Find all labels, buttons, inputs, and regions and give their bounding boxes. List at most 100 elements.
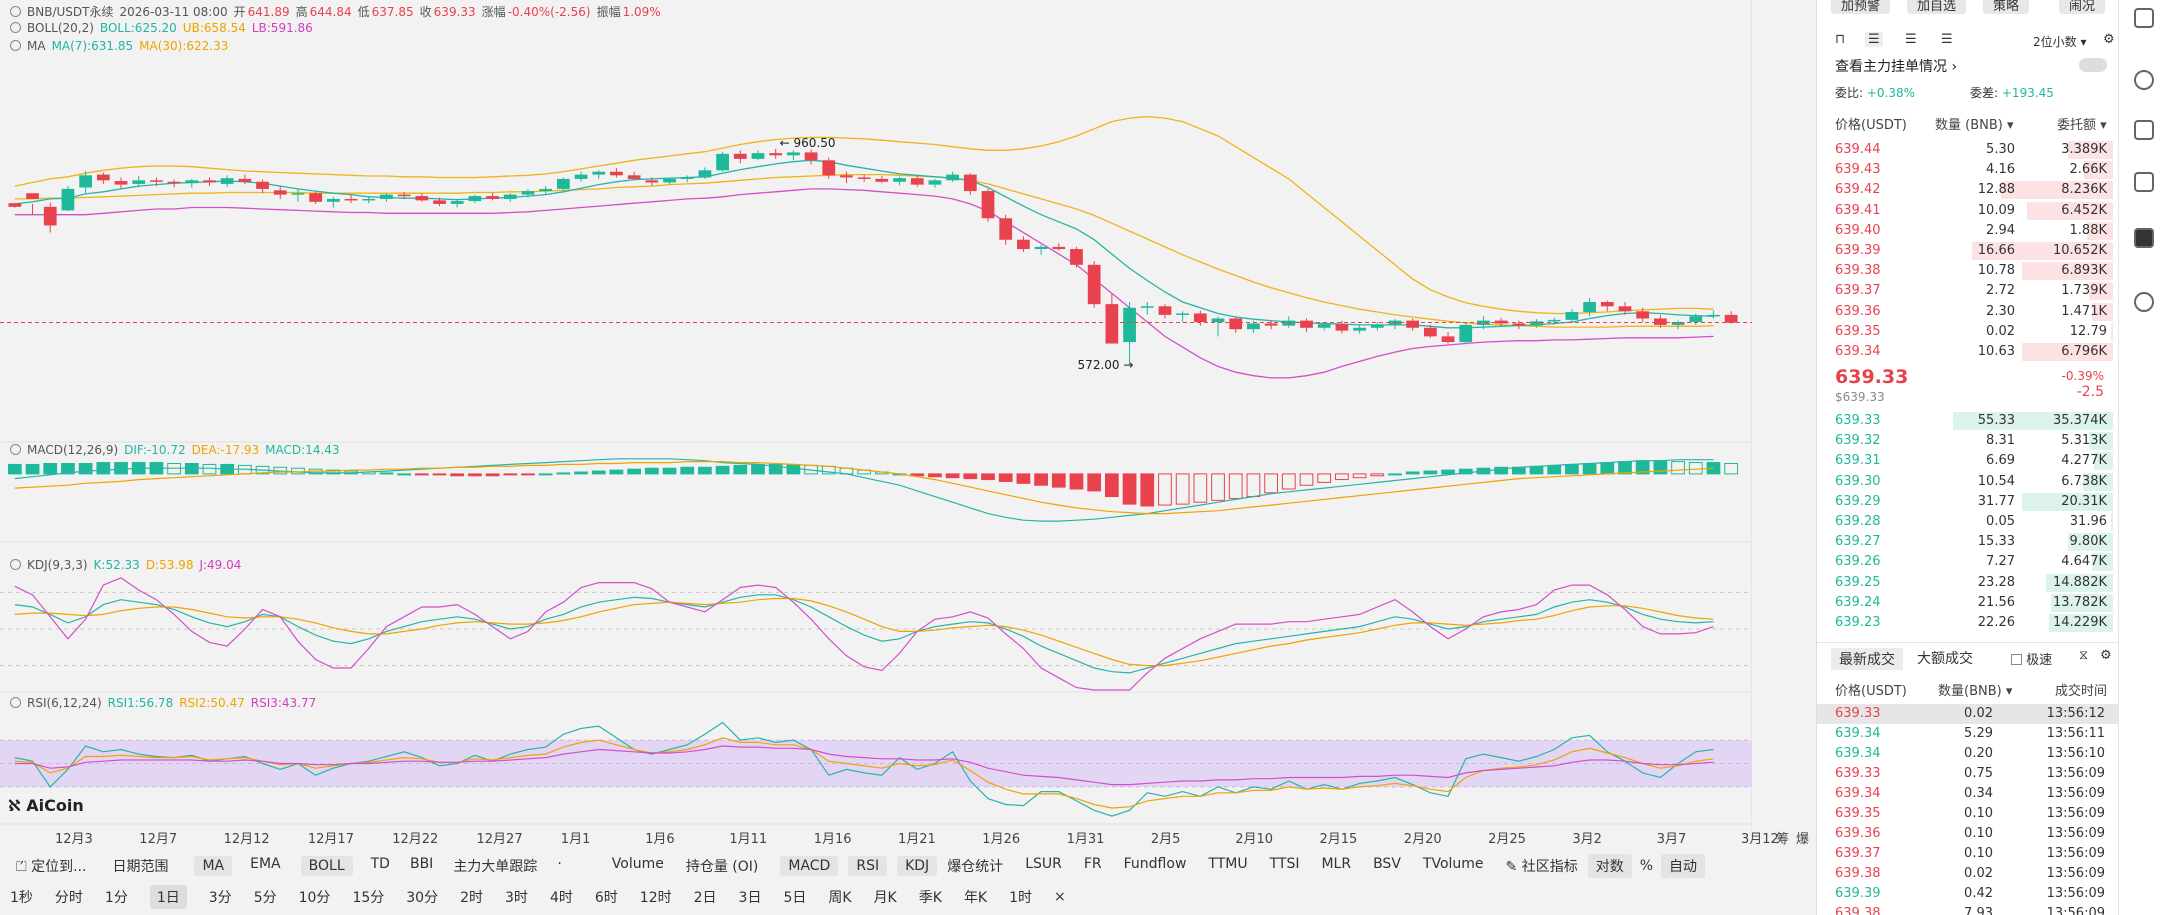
interval-button[interactable]: 1分: [104, 890, 128, 906]
macd-label[interactable]: MACD(12,26,9): [27, 443, 119, 457]
bid-row[interactable]: 639.28 0.05 31.96: [1817, 512, 2119, 532]
sub-indicator-button[interactable]: LSUR: [1025, 856, 1062, 872]
interval-button[interactable]: 季K: [918, 890, 942, 906]
ob-total-header[interactable]: 委托额 ▾: [2057, 118, 2107, 133]
interval-button[interactable]: 3日: [738, 890, 762, 906]
clock-icon[interactable]: [2134, 70, 2154, 90]
interval-button[interactable]: 2日: [693, 890, 717, 906]
interval-button[interactable]: 分时: [54, 890, 83, 906]
wallet-icon[interactable]: [2134, 172, 2154, 192]
interval-button[interactable]: 30分: [406, 890, 439, 906]
bid-row[interactable]: 639.30 10.54 6.738K: [1817, 472, 2119, 492]
sub-indicator-button[interactable]: Volume: [611, 856, 664, 872]
eye-icon[interactable]: [10, 40, 21, 51]
sub-indicator-button[interactable]: FR: [1083, 856, 1102, 872]
community-indicators-button[interactable]: ✎ 社区指标: [1506, 856, 1578, 876]
bid-row[interactable]: 639.25 23.28 14.882K: [1817, 573, 2119, 593]
ask-row[interactable]: 639.40 2.94 1.88K: [1817, 221, 2119, 241]
bid-row[interactable]: 639.24 21.56 13.782K: [1817, 593, 2119, 613]
ask-row[interactable]: 639.42 12.88 8.236K: [1817, 180, 2119, 200]
robot-icon[interactable]: [2134, 228, 2154, 248]
top-action-button[interactable]: 加自选: [1907, 0, 1967, 14]
deposit-icon[interactable]: [2134, 8, 2154, 28]
sub-indicator-button[interactable]: RSI: [848, 856, 888, 876]
interval-button[interactable]: 年K: [963, 890, 988, 906]
interval-button[interactable]: 1时: [1009, 890, 1033, 906]
interval-button[interactable]: 5分: [253, 890, 277, 906]
x-axis-right-button[interactable]: 爆: [1796, 832, 1810, 847]
bid-row[interactable]: 639.33 55.33 35.374K: [1817, 411, 2119, 431]
ask-row[interactable]: 639.35 0.02 12.79: [1817, 322, 2119, 342]
interval-button[interactable]: 3时: [505, 890, 528, 906]
interval-button[interactable]: 4时: [549, 890, 573, 906]
swap-icon[interactable]: [2134, 292, 2154, 312]
indicator-button[interactable]: 主力大单跟踪: [453, 859, 538, 875]
eye-icon[interactable]: [10, 559, 21, 570]
close-icon[interactable]: ×: [1054, 889, 1066, 905]
chart-area[interactable]: 1010.81919.03835.58759.71690.73570.99519…: [0, 0, 1752, 830]
interval-button[interactable]: 周K: [828, 890, 852, 906]
top-action-button[interactable]: 加预警: [1831, 0, 1891, 14]
sub-indicator-button[interactable]: 爆仓统计: [947, 859, 1004, 875]
x-axis-right-button[interactable]: 筹: [1776, 832, 1790, 847]
interval-button[interactable]: 5日: [783, 890, 807, 906]
eye-icon[interactable]: [10, 6, 21, 17]
bid-row[interactable]: 639.29 31.77 20.31K: [1817, 492, 2119, 512]
fast-toggle[interactable]: 极速: [2011, 649, 2052, 668]
bid-row[interactable]: 639.26 7.27 4.647K: [1817, 552, 2119, 572]
eye-icon[interactable]: [10, 444, 21, 455]
log-scale-button[interactable]: 对数: [1587, 854, 1632, 878]
tab-large-trades[interactable]: 大额成交: [1917, 651, 1973, 667]
date-range-button[interactable]: 日期范围: [112, 859, 169, 875]
interval-button[interactable]: 10分: [298, 890, 331, 906]
ask-row[interactable]: 639.41 10.09 6.452K: [1817, 201, 2119, 221]
interval-button[interactable]: 2时: [460, 890, 484, 906]
fast-checkbox[interactable]: [2011, 654, 2022, 665]
ask-row[interactable]: 639.38 10.78 6.893K: [1817, 261, 2119, 281]
book-asks-icon[interactable]: ☰: [1941, 32, 1953, 47]
rsi-label[interactable]: RSI(6,12,24): [27, 696, 102, 710]
indicator-button[interactable]: BOLL: [300, 856, 353, 876]
ask-row[interactable]: 639.44 5.30 3.389K: [1817, 140, 2119, 160]
sub-indicator-button[interactable]: 持仓量 (OI): [685, 859, 759, 875]
kdj-label[interactable]: KDJ(9,3,3): [27, 558, 88, 572]
gear-icon[interactable]: ⚙: [2100, 648, 2112, 663]
eye-icon[interactable]: [10, 22, 21, 33]
big-orders-toggle[interactable]: [2079, 58, 2107, 72]
ask-row[interactable]: 639.36 2.30 1.471K: [1817, 302, 2119, 322]
book-bids-icon[interactable]: ☰: [1905, 32, 1917, 47]
sub-indicator-button[interactable]: MLR: [1321, 856, 1352, 872]
eye-icon[interactable]: [10, 697, 21, 708]
ma-label[interactable]: MA: [27, 39, 46, 53]
bid-row[interactable]: 639.32 8.31 5.313K: [1817, 431, 2119, 451]
interval-button[interactable]: 12时: [639, 890, 672, 906]
tab-latest-trades[interactable]: 最新成交: [1831, 648, 1903, 670]
top-action-button[interactable]: 策略: [1983, 0, 2030, 14]
sub-indicator-button[interactable]: TTSI: [1269, 856, 1300, 872]
percent-button[interactable]: %: [1639, 858, 1654, 874]
settings-icon[interactable]: ⚙: [2103, 32, 2115, 47]
ask-row[interactable]: 639.37 2.72 1.739K: [1817, 281, 2119, 301]
bid-row[interactable]: 639.31 6.69 4.277K: [1817, 451, 2119, 471]
boll-label[interactable]: BOLL(20,2): [27, 21, 94, 35]
locate-button[interactable]: ⏍ 定位到...: [16, 856, 86, 876]
ob-qty-header[interactable]: 数量 (BNB) ▾: [1935, 118, 2014, 133]
interval-button[interactable]: 月K: [873, 890, 897, 906]
sub-indicator-button[interactable]: Fundflow: [1123, 856, 1187, 872]
tr-qty-header[interactable]: 数量(BNB) ▾: [1938, 684, 2013, 699]
ask-row[interactable]: 639.34 10.63 6.796K: [1817, 342, 2119, 362]
interval-button[interactable]: 1日: [149, 885, 187, 909]
decimal-select[interactable]: 2位小数 ▾: [2033, 35, 2087, 49]
bookmark-icon[interactable]: ⊓: [1835, 32, 1846, 47]
interval-button[interactable]: 6时: [594, 890, 618, 906]
interval-button[interactable]: 15分: [352, 890, 385, 906]
bid-row[interactable]: 639.27 15.33 9.80K: [1817, 532, 2119, 552]
sub-indicator-button[interactable]: MACD: [780, 856, 839, 876]
indicator-button[interactable]: EMA: [250, 856, 281, 872]
interval-button[interactable]: 3分: [208, 890, 232, 906]
filter-icon[interactable]: ⧖: [2079, 648, 2089, 663]
sub-indicator-button[interactable]: TVolume: [1422, 856, 1484, 872]
sub-indicator-button[interactable]: KDJ: [897, 856, 938, 876]
chart-svg[interactable]: 1010.81919.03835.58759.71690.73570.99519…: [0, 0, 1752, 830]
top-action-button[interactable]: 闹况: [2059, 0, 2106, 14]
